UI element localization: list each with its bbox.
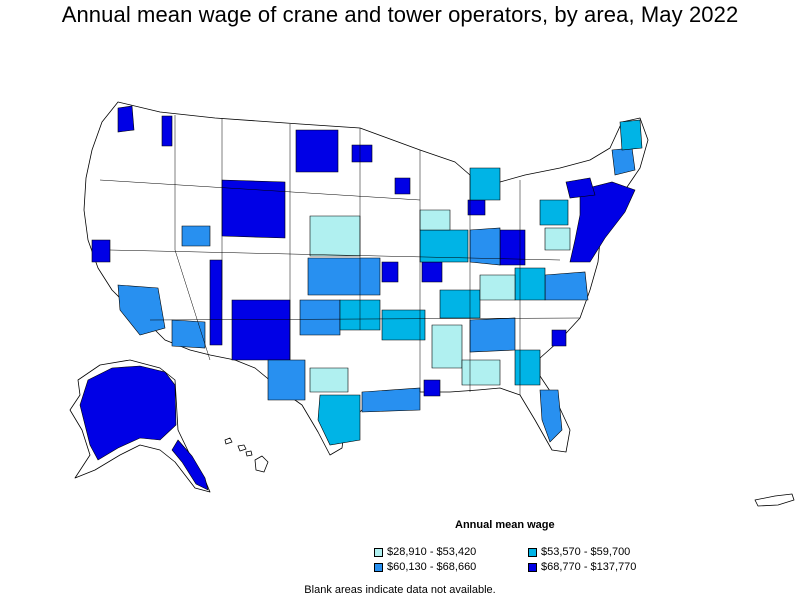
iowa-region xyxy=(419,209,451,231)
southeast-region xyxy=(469,317,516,353)
michigan-region xyxy=(469,167,501,201)
southern-california-region xyxy=(117,284,166,336)
mississippi-region xyxy=(431,324,463,369)
appalachian-region xyxy=(514,267,546,301)
wyoming-region xyxy=(221,179,286,239)
alaska-panhandle xyxy=(171,439,209,491)
nebraska-region xyxy=(309,215,361,257)
new-mexico-region xyxy=(231,299,291,361)
legend-item-4: $68,770 - $137,770 xyxy=(528,561,636,573)
tier-3-areas xyxy=(117,147,636,443)
arizona-strip xyxy=(209,259,223,346)
kansas-city-region xyxy=(381,261,399,283)
georgia-region xyxy=(514,349,541,386)
florida-region xyxy=(539,389,563,443)
tier-4-areas xyxy=(79,105,636,491)
missouri-region xyxy=(421,261,443,283)
hawaii-island xyxy=(254,455,269,473)
legend-swatch-4 xyxy=(528,562,537,572)
legend-swatch-2 xyxy=(528,547,537,557)
legend-swatch-1 xyxy=(374,547,383,557)
new-england-region xyxy=(611,147,636,176)
texas-east-region xyxy=(317,394,361,446)
legend-label-4: $68,770 - $137,770 xyxy=(541,561,637,573)
us-choropleth-map xyxy=(69,101,795,507)
legend-item-2: $53,570 - $59,700 xyxy=(528,546,630,558)
california-bay-region xyxy=(91,239,111,263)
great-lakes-region xyxy=(469,227,501,266)
map-title: Annual mean wage of crane and tower oper… xyxy=(61,2,739,27)
texas-central-region xyxy=(299,299,341,336)
virginia-region xyxy=(544,271,589,301)
kentucky-region xyxy=(479,274,516,301)
legend-item-1: $28,910 - $53,420 xyxy=(374,546,476,558)
legend-label-3: $60,130 - $68,660 xyxy=(387,561,477,573)
legend-swatch-3 xyxy=(374,562,383,572)
north-dakota-region xyxy=(295,129,339,173)
footnote: Blank areas indicate data not available. xyxy=(304,584,496,596)
arkansas-region xyxy=(381,309,426,341)
hawaii-islands-small xyxy=(224,437,253,457)
tier-1-areas xyxy=(309,209,571,393)
gulf-states-region xyxy=(361,387,421,413)
colorado-region xyxy=(181,225,211,247)
texas-north-region xyxy=(309,367,349,393)
tennessee-region xyxy=(439,289,481,319)
northeast-corridor xyxy=(569,181,636,263)
legend-item-3: $60,130 - $68,660 xyxy=(374,561,476,573)
south-carolina-region xyxy=(551,329,567,347)
pacific-northwest-region xyxy=(117,105,135,133)
gulf-coast-region xyxy=(423,379,441,397)
alabama-region xyxy=(461,359,501,386)
northern-idaho-region xyxy=(161,115,173,147)
legend-label-1: $28,910 - $53,420 xyxy=(387,546,477,558)
minnesota-region xyxy=(394,177,411,195)
legend-title: Annual mean wage xyxy=(455,519,555,531)
kansas-region xyxy=(307,257,381,296)
puerto-rico xyxy=(754,493,795,507)
arizona-region xyxy=(171,319,206,349)
pennsylvania-region xyxy=(544,227,571,251)
new-york-region xyxy=(565,177,596,199)
texas-west-region xyxy=(267,359,306,401)
montana-region xyxy=(351,144,373,163)
maine-region xyxy=(619,119,643,151)
new-york-upstate-region xyxy=(539,199,569,226)
alaska-region xyxy=(79,365,177,461)
ohio-valley-region xyxy=(499,229,526,266)
legend-label-2: $53,570 - $59,700 xyxy=(541,546,631,558)
illinois-region xyxy=(467,199,486,216)
state-boundaries xyxy=(99,115,581,395)
